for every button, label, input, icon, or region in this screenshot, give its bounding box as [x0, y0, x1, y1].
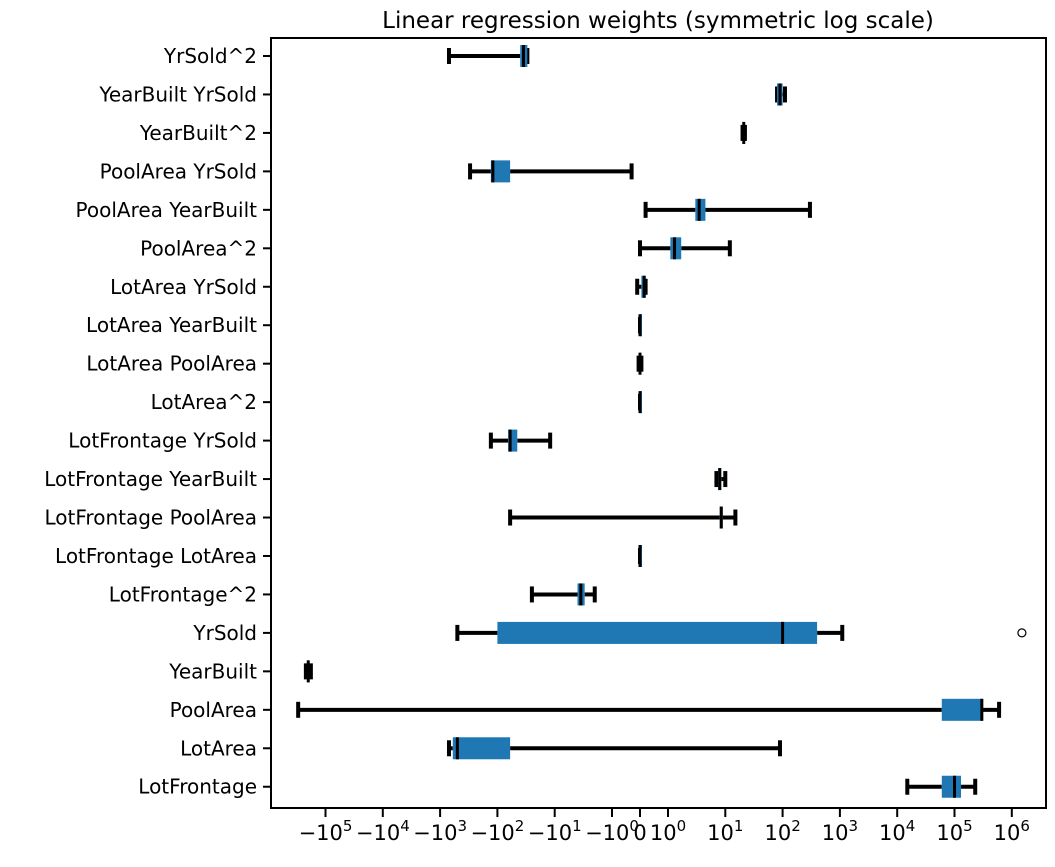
y-tick-label: LotFrontage^2	[109, 582, 257, 606]
box-lotarea-yearbuilt	[638, 314, 642, 337]
x-tick-label: 0	[633, 821, 646, 845]
box-iqr	[452, 737, 511, 760]
x-tick-label: −103	[413, 817, 467, 845]
box-lotfrontage-lotarea	[638, 544, 642, 567]
x-tick-label: −104	[356, 817, 410, 845]
box-iqr	[941, 775, 962, 798]
x-tick-label: 105	[936, 817, 972, 845]
box-lotfrontage-yrsold	[488, 429, 553, 452]
y-tick-label: PoolArea^2	[140, 236, 257, 260]
y-tick-label: LotFrontage YearBuilt	[44, 467, 257, 491]
box-yearbuilt	[303, 660, 313, 683]
x-tick-label: 103	[822, 817, 858, 845]
x-tick-label: −101	[528, 817, 582, 845]
box-iqr	[508, 429, 518, 452]
box-iqr	[941, 698, 983, 721]
x-tick-label: 100	[650, 817, 686, 845]
x-tick-label: −105	[299, 817, 353, 845]
box-iqr	[497, 621, 818, 644]
y-tick-label: PoolArea YearBuilt	[76, 198, 258, 222]
axes-frame	[270, 37, 1047, 809]
y-tick-label: LotFrontage LotArea	[55, 544, 257, 568]
chart-title: Linear regression weights (symmetric log…	[382, 8, 934, 34]
box-poolarea-yrsold	[468, 160, 634, 183]
y-tick-label: PoolArea	[170, 698, 257, 722]
flier-point	[1017, 628, 1027, 638]
x-tick-label: 104	[879, 817, 915, 845]
x-tick-label: 102	[764, 817, 800, 845]
y-tick-label: LotArea PoolArea	[86, 352, 257, 376]
y-tick-label: LotArea YrSold	[110, 275, 257, 299]
box-yearbuilt-yrsold	[775, 83, 787, 106]
box-lotfrontage-poolarea	[508, 506, 738, 529]
y-tick-label: LotArea	[180, 736, 257, 760]
y-tick-label: LotFrontage PoolArea	[45, 506, 257, 530]
box-yrsold	[455, 621, 1027, 644]
box-lotarea-yrsold	[635, 275, 648, 298]
box-lotfrontage-2	[529, 583, 597, 606]
y-tick-label: LotFrontage YrSold	[68, 429, 257, 453]
y-tick-label: LotArea YearBuilt	[86, 313, 257, 337]
y-axis: YrSold^2 YearBuilt YrSold YearBuilt^2 PoolA…	[44, 44, 271, 799]
y-tick-label: YearBuilt YrSold	[98, 82, 257, 106]
box-iqr	[490, 160, 511, 183]
box-yrsold-2	[446, 45, 530, 67]
y-tick-label: YrSold^2	[163, 44, 257, 68]
x-tick-label: 101	[707, 817, 743, 845]
box-lotfrontage	[905, 775, 978, 798]
y-tick-label: PoolArea YrSold	[100, 159, 257, 183]
y-tick-label: YrSold	[192, 621, 257, 645]
y-tick-label: LotArea^2	[151, 390, 257, 414]
box-poolarea-yearbuilt	[643, 198, 812, 221]
x-tick-label: −102	[470, 817, 524, 845]
box-yearbuilt-2	[740, 121, 747, 144]
box-poolarea	[296, 698, 1002, 721]
box-lotarea	[446, 737, 782, 760]
y-tick-label: YearBuilt	[168, 659, 257, 683]
plot-marks	[296, 45, 1027, 798]
box-lotarea-poolarea	[636, 352, 644, 375]
x-tick-label: −100	[585, 817, 639, 845]
box-lotarea-2	[638, 391, 642, 414]
y-tick-label: LotFrontage	[138, 775, 257, 799]
box-lotfrontage-yearbuilt	[714, 468, 728, 491]
x-tick-label: 106	[994, 817, 1030, 845]
y-tick-label: YearBuilt^2	[139, 121, 257, 145]
box-poolarea-2	[638, 237, 732, 260]
